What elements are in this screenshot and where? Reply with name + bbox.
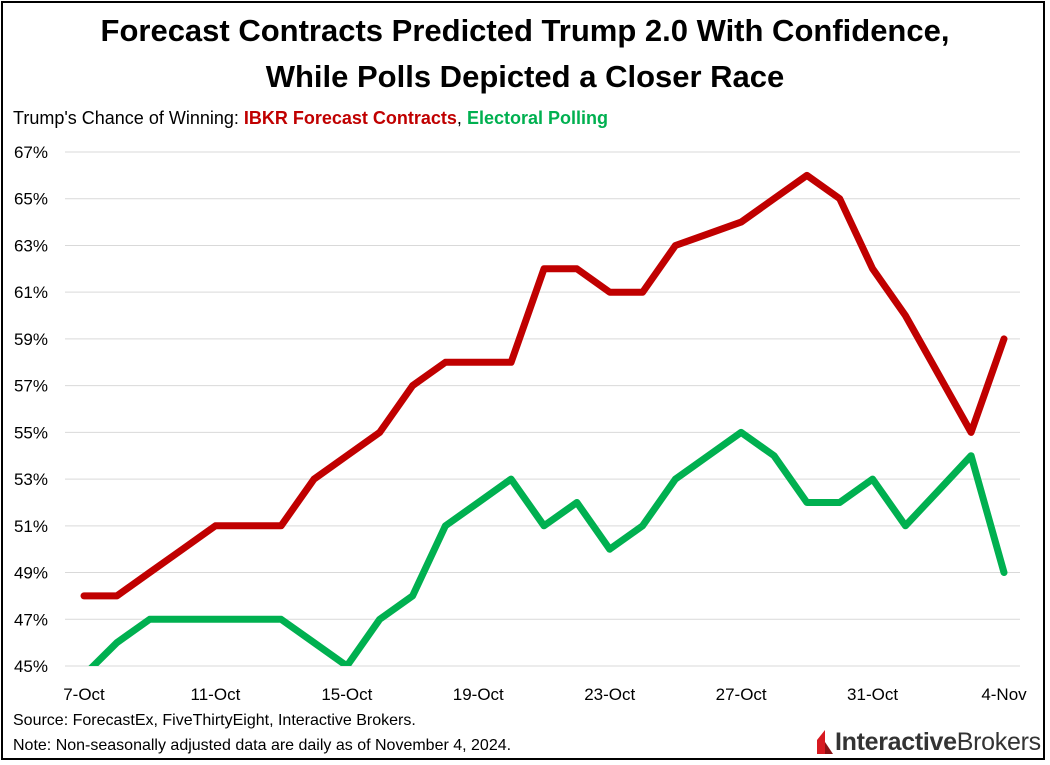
y-axis-labels: 45% 47% 49% 51% 53% 55% 57% 59% 61% 63% 65% 67% [14,143,48,676]
x-tick-label: 4-Nov [981,685,1027,704]
y-tick-label: 49% [14,564,48,583]
chart-subtitle: Trump's Chance of Winning: IBKR Forecast… [13,107,608,129]
source-note: Source: ForecastEx, FiveThirtyEight, Int… [13,712,416,729]
x-axis-labels: 7-Oct 11-Oct 15-Oct 19-Oct 23-Oct 27-Oct 31-Oc… [63,685,1027,704]
subtitle-prefix: Trump's Chance of Winning: [13,108,244,128]
chart-title-line-1: Forecast Contracts Predicted Trump 2.0 W… [100,13,950,48]
x-tick-label: 19-Oct [453,685,504,704]
data-note: Note: Non-seasonally adjusted data are d… [13,737,512,754]
y-tick-label: 45% [14,657,48,676]
legend-electoral-polling: Electoral Polling [466,108,608,128]
y-tick-label: 57% [14,377,48,396]
x-tick-label: 31-Oct [847,685,898,704]
series-forecast-contracts-line [80,171,1008,600]
chart-title-line-2: While Polls Depicted a Closer Race [265,59,785,94]
y-tick-label: 63% [14,236,48,255]
y-tick-label: 59% [14,330,48,349]
y-tick-label: 67% [14,143,48,162]
interactive-brokers-logo: InteractiveBrokers [815,722,1041,762]
gridlines [65,151,1020,667]
x-tick-label: 23-Oct [584,685,635,704]
logo-wordmark-bold: Interactive [835,727,957,756]
series-lines [80,171,1008,666]
y-tick-label: 47% [14,610,48,629]
brokers-logo-icon [817,730,833,754]
x-tick-label: 27-Oct [716,685,767,704]
y-tick-label: 55% [14,423,48,442]
y-tick-label: 61% [14,283,48,302]
logo-wordmark-light: Brokers [956,727,1041,756]
y-tick-label: 51% [14,517,48,536]
legend-forecast-contracts: IBKR Forecast Contracts [243,108,457,128]
logo-wordmark: InteractiveBrokers [835,728,1041,757]
x-tick-label: 7-Oct [63,685,105,704]
y-tick-label: 53% [14,470,48,489]
y-tick-label: 65% [14,190,48,209]
subtitle-separator: , [456,108,467,128]
x-tick-label: 11-Oct [191,685,241,704]
series-electoral-polling-line [88,428,1008,666]
x-tick-label: 15-Oct [321,685,372,704]
